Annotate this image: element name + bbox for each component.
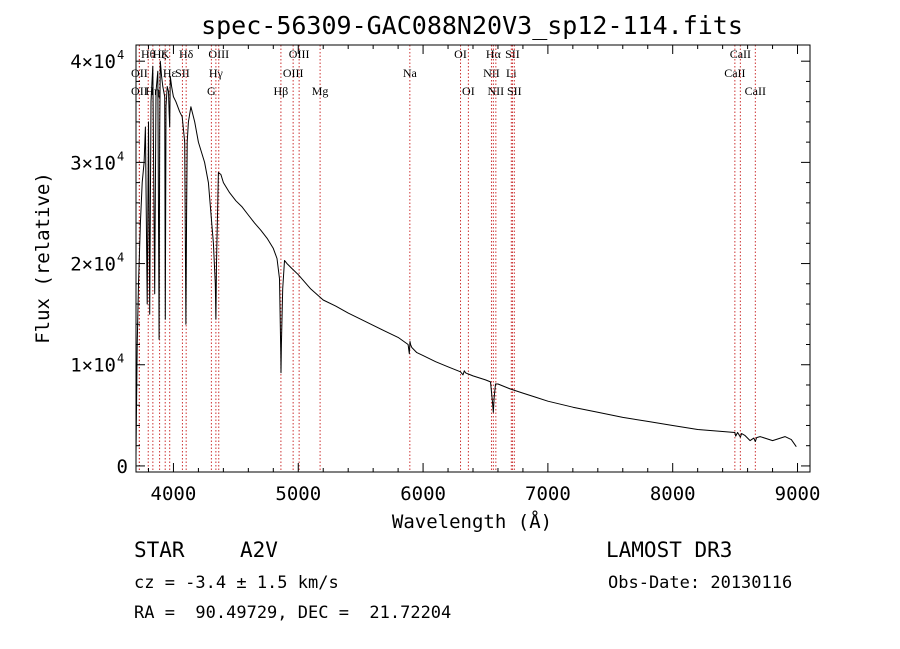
line-label: Hβ — [274, 84, 289, 98]
coordinates: RA = 90.49729, DEC = 21.72204 — [134, 603, 452, 623]
y-tick-mantissa: 2×10 — [70, 254, 116, 276]
line-label: Mg — [312, 84, 329, 98]
line-label: G — [207, 84, 216, 98]
y-tick-label: 2×10 4 — [70, 251, 124, 276]
redshift-cz: cz = -3.4 ± 1.5 km/s — [134, 573, 339, 593]
line-label: OI — [462, 84, 475, 98]
y-tick-exponent: 4 — [117, 352, 124, 366]
survey-name: LAMOST DR3 — [606, 538, 733, 562]
y-tick-mantissa: 3×10 — [70, 152, 116, 174]
emission-line-markers: OIIOIIHθHηHζKHεSIIHδGHγOIIIHβOIIIOIIIMgN… — [131, 45, 766, 472]
line-label: CaII — [724, 66, 745, 80]
line-label: K — [161, 47, 170, 61]
y-tick-mantissa: 0 — [117, 456, 128, 478]
line-label: Hζ — [153, 47, 167, 61]
x-tick-label: 7000 — [525, 483, 571, 505]
object-class: STAR — [134, 538, 185, 562]
x-tick-label: 6000 — [400, 483, 446, 505]
x-tick-label: 8000 — [650, 483, 696, 505]
x-tick-label: 5000 — [275, 483, 321, 505]
y-tick-mantissa: 4×10 — [70, 51, 116, 73]
line-label: CaII — [730, 47, 751, 61]
line-label: Na — [403, 66, 418, 80]
y-tick-label: 4×10 4 — [70, 48, 124, 73]
spectrum-series — [135, 60, 797, 456]
y-tick-exponent: 4 — [117, 48, 124, 62]
line-label: Hθ — [141, 47, 156, 61]
y-tick-exponent: 4 — [117, 251, 124, 265]
line-label: NII — [488, 84, 505, 98]
line-label: Hγ — [209, 66, 224, 80]
line-label: Hε — [163, 66, 177, 80]
line-label: SII — [505, 47, 520, 61]
object-subclass: A2V — [240, 538, 278, 562]
line-label: OIII — [283, 66, 304, 80]
line-label: Li — [506, 66, 517, 80]
line-label: OIII — [208, 47, 229, 61]
x-axis-label: Wavelength (Å) — [392, 510, 552, 533]
chart-title: spec-56309-GAC088N20V3_sp12-114.fits — [201, 11, 743, 40]
y-axis-label: Flux (relative) — [32, 172, 54, 344]
plot-frame — [135, 44, 811, 473]
line-label: CaII — [745, 84, 766, 98]
line-label: OIII — [289, 47, 310, 61]
y-tick-mantissa: 1×10 — [70, 355, 116, 377]
line-label: SII — [507, 84, 522, 98]
y-tick-exponent: 4 — [117, 149, 124, 163]
y-tick-label: 0 — [117, 456, 128, 478]
y-tick-label: 3×10 4 — [70, 149, 124, 174]
line-label: Hδ — [179, 47, 194, 61]
line-label: Hα — [486, 47, 502, 61]
line-label: OI — [454, 47, 467, 61]
line-label: NII — [483, 66, 500, 80]
spectrum-line — [135, 60, 797, 456]
observation-date: Obs-Date: 20130116 — [608, 573, 793, 593]
line-label: SII — [175, 66, 190, 80]
line-label: OII — [131, 66, 148, 80]
x-tick-label: 9000 — [775, 483, 821, 505]
x-tick-label: 4000 — [151, 483, 197, 505]
y-tick-label: 1×10 4 — [70, 352, 124, 377]
